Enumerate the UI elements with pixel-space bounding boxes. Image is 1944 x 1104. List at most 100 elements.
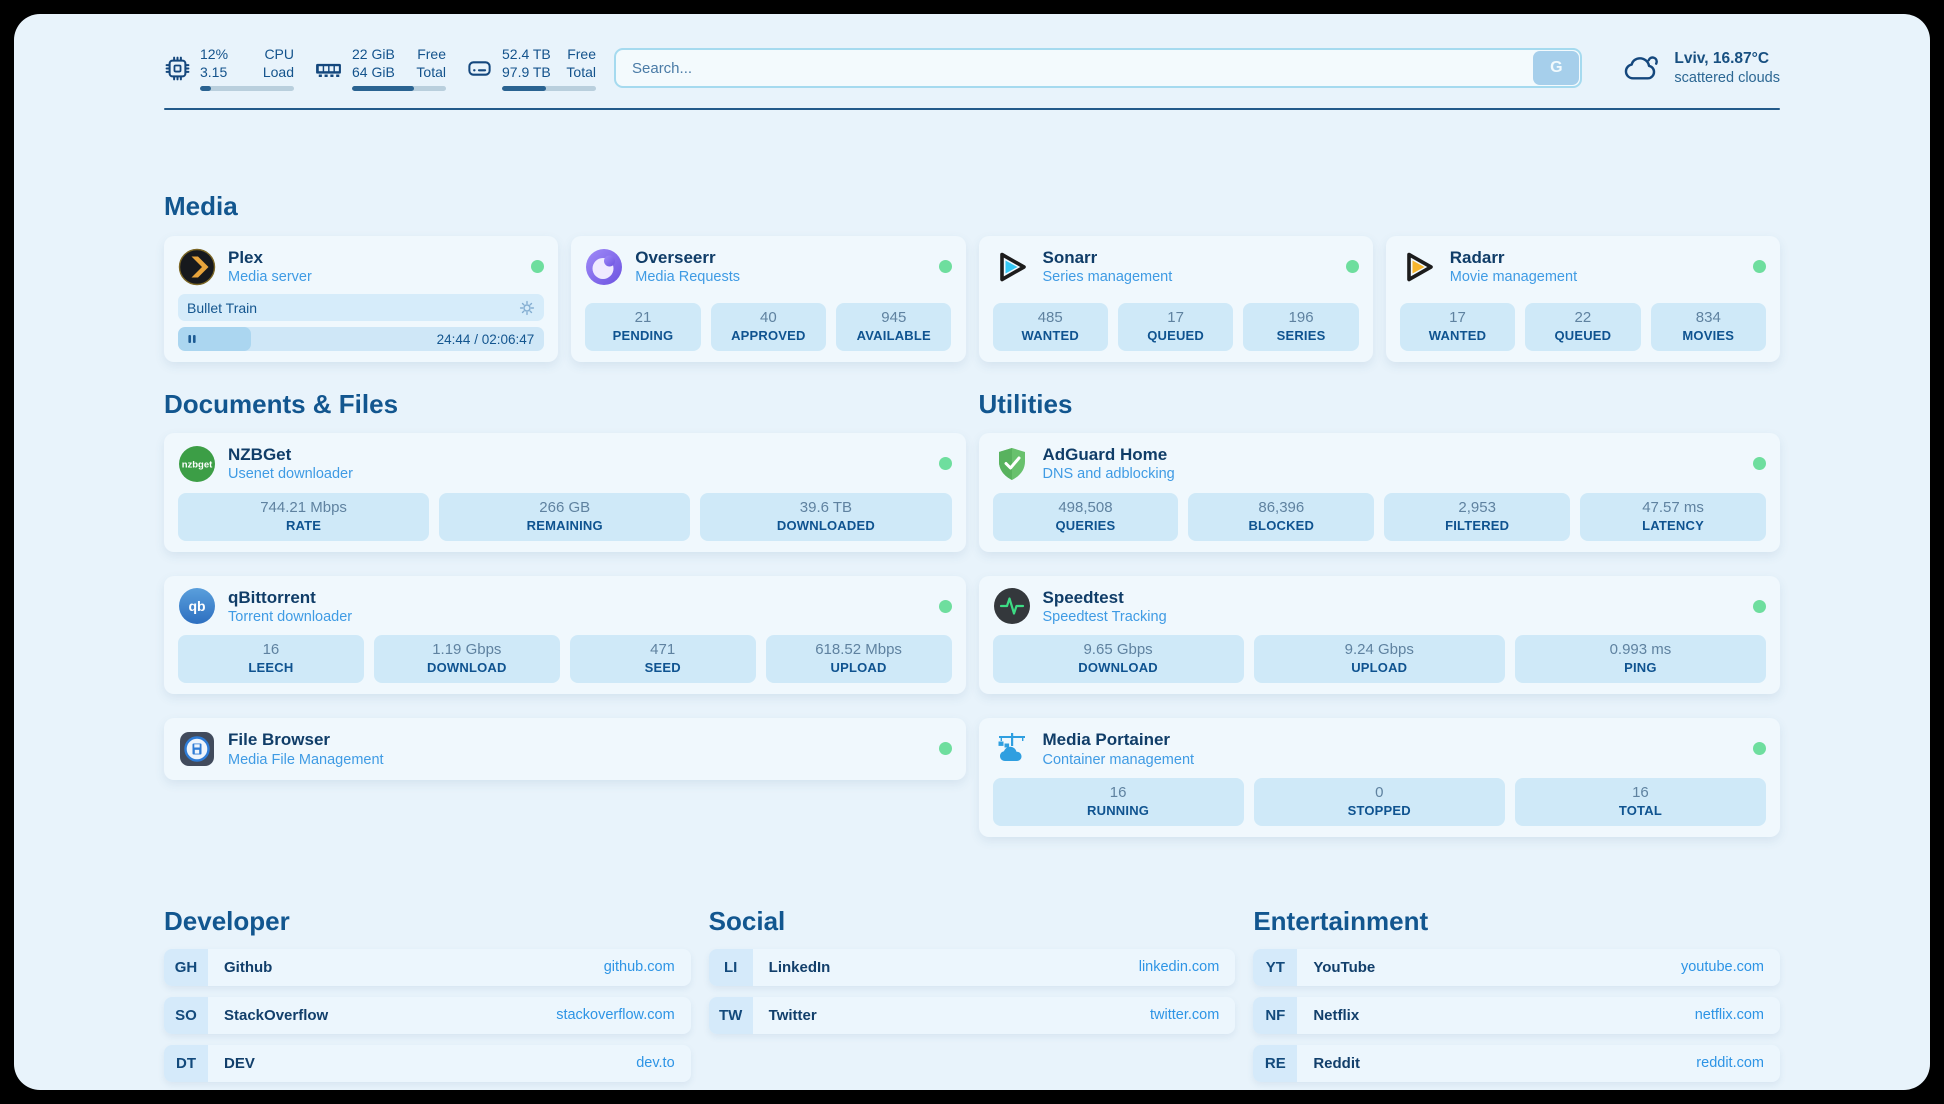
load-label: Load: [262, 64, 294, 80]
stat-wanted: 485 WANTED: [992, 303, 1108, 352]
status-dot: [1753, 742, 1766, 756]
stat-queries: 498,508 QUERIES: [992, 492, 1179, 541]
stat-approved: 40 APPROVED: [710, 303, 827, 352]
stat-rate: 744.21 Mbps RATE: [178, 492, 430, 541]
radarr-icon: [1406, 252, 1433, 281]
gear-icon[interactable]: [519, 300, 535, 316]
plex-icon: [178, 248, 216, 285]
svg-text:nzbget: nzbget: [182, 459, 213, 470]
weather-location-temp: Lviv, 16.87°C: [1674, 50, 1770, 67]
system-metrics: 12% 3.15 CPU Load: [164, 45, 596, 92]
bookmark-reddit[interactable]: RE Reddit reddit.com: [1253, 1044, 1780, 1082]
section-title-documents: Documents & Files: [164, 389, 399, 420]
app-title: AdGuard Home: [1042, 445, 1168, 465]
stat-upload: 618.52 Mbps UPLOAD: [765, 635, 952, 684]
utilities-column: Utilities AdGuard Home DNS and adblockin…: [978, 389, 1780, 837]
app-card-overseerr[interactable]: Overseerr Media Requests 21 PENDING 40 A…: [571, 235, 966, 363]
cpu-label: CPU: [264, 45, 294, 62]
app-card-radarr[interactable]: Radarr Movie management 17 WANTED 22 QUE…: [1385, 235, 1780, 363]
memory-metric: 22 GiB 64 GiB Free Total: [314, 45, 446, 92]
app-card-qbittorrent[interactable]: qb qBittorrent Torrent downloader 16 LEE…: [164, 575, 966, 695]
app-card-sonarr[interactable]: Sonarr Series management 485 WANTED 17 Q…: [978, 235, 1373, 363]
bookmark-linkedin[interactable]: LI LinkedIn linkedin.com: [708, 948, 1236, 986]
app-card-speedtest[interactable]: Speedtest Speedtest Tracking 9.65 Gbps D…: [978, 575, 1780, 695]
app-title: Radarr: [1449, 247, 1505, 267]
stat-ping: 0.993 ms PING: [1514, 635, 1766, 684]
nzbget-icon: nzbget: [179, 445, 215, 482]
bookmarks-entertainment: Entertainment YT YouTube youtube.com NF …: [1253, 905, 1780, 1082]
app-title: Speedtest: [1042, 587, 1124, 607]
pause-icon[interactable]: [186, 333, 198, 345]
search-input[interactable]: [614, 48, 1583, 88]
qbittorrent-icon: qb: [179, 588, 215, 625]
disk-total-value: 97.9 TB: [502, 64, 551, 80]
bookmarks-developer: Developer GH Github github.com SO StackO…: [164, 906, 691, 1082]
speedtest-icon: [993, 588, 1030, 625]
memory-free-label: Free: [417, 45, 446, 62]
playback-progress-row: 24:44 / 02:06:47: [178, 327, 545, 352]
app-title: Overseerr: [635, 247, 716, 267]
app-card-filebrowser[interactable]: File Browser Media File Management: [164, 718, 966, 780]
now-playing-title: Bullet Train: [187, 299, 258, 316]
stat-download: 1.19 Gbps DOWNLOAD: [373, 635, 560, 684]
cpu-progress-bar: [200, 86, 294, 92]
status-dot: [1753, 599, 1766, 613]
now-playing-row: Bullet Train: [178, 294, 545, 322]
memory-total-value: 64 GiB: [352, 64, 395, 80]
stat-latency: 47.57 ms LATENCY: [1580, 492, 1766, 541]
status-dot: [1753, 260, 1766, 274]
bookmark-netflix[interactable]: NF Netflix netflix.com: [1253, 996, 1780, 1034]
stat-seed: 471 SEED: [569, 635, 756, 684]
status-dot: [938, 742, 952, 756]
bookmark-youtube[interactable]: YT YouTube youtube.com: [1253, 948, 1780, 986]
bookmark-badge: NF: [1253, 996, 1298, 1034]
bookmark-badge: SO: [164, 996, 208, 1034]
stat-upload: 9.24 Gbps UPLOAD: [1253, 635, 1505, 684]
section-title-entertainment: Entertainment: [1253, 905, 1429, 936]
app-subtitle: DNS and adblocking: [1042, 466, 1175, 483]
stat-queued: 22 QUEUED: [1525, 303, 1641, 352]
stat-series: 196 SERIES: [1243, 303, 1359, 352]
status-dot: [938, 260, 952, 274]
stat-download: 9.65 Gbps DOWNLOAD: [992, 635, 1244, 684]
app-subtitle: Movie management: [1449, 269, 1578, 286]
status-dot: [938, 599, 952, 613]
app-subtitle: Torrent downloader: [228, 608, 353, 625]
cloud-icon: [1625, 56, 1659, 80]
bookmark-dev[interactable]: DT DEV dev.to: [164, 1044, 691, 1082]
app-subtitle: Usenet downloader: [228, 466, 353, 483]
bookmark-twitter[interactable]: TW Twitter twitter.com: [708, 996, 1236, 1034]
documents-column: Documents & Files nzbget NZBGet Usenet d…: [164, 389, 966, 780]
app-subtitle: Speedtest Tracking: [1042, 608, 1167, 625]
disk-metric: 52.4 TB 97.9 TB Free Total: [466, 45, 596, 92]
stat-remaining: 266 GB REMAINING: [439, 492, 691, 541]
section-title-social: Social: [708, 905, 786, 936]
section-title-utilities: Utilities: [978, 389, 1073, 420]
cpu-metric: 12% 3.15 CPU Load: [164, 45, 294, 92]
bookmark-badge: GH: [164, 948, 208, 986]
stat-wanted: 17 WANTED: [1399, 303, 1516, 352]
cpu-load-value: 3.15: [200, 64, 228, 80]
search-provider-button[interactable]: G: [1533, 51, 1580, 85]
sonarr-icon: [999, 252, 1026, 281]
bookmark-stackoverflow[interactable]: SO StackOverflow stackoverflow.com: [164, 996, 691, 1034]
stat-running: 16 RUNNING: [992, 777, 1244, 826]
app-card-nzbget[interactable]: nzbget NZBGet Usenet downloader 744.21 M…: [164, 433, 966, 552]
weather-widget: Lviv, 16.87°C scattered clouds: [1622, 50, 1780, 86]
stat-movies: 834 MOVIES: [1650, 303, 1766, 352]
status-dot: [1753, 457, 1766, 471]
app-card-adguard[interactable]: AdGuard Home DNS and adblocking 498,508 …: [978, 433, 1780, 552]
app-subtitle: Media server: [228, 269, 312, 286]
stat-available: 945 AVAILABLE: [836, 303, 952, 352]
media-card-grid: Plex Media server Bullet Train: [164, 235, 1780, 363]
bookmark-badge: RE: [1253, 1044, 1298, 1082]
bookmark-badge: DT: [164, 1044, 208, 1082]
bookmark-github[interactable]: GH Github github.com: [164, 948, 691, 986]
stat-blocked: 86,396 BLOCKED: [1188, 492, 1375, 541]
portainer-icon: [998, 732, 1025, 761]
app-card-plex[interactable]: Plex Media server Bullet Train: [164, 235, 559, 363]
app-card-portainer[interactable]: Media Portainer Container management 16 …: [978, 718, 1780, 837]
app-subtitle: Series management: [1042, 269, 1173, 286]
overseerr-icon: [586, 248, 623, 285]
stat-total: 16 TOTAL: [1514, 777, 1766, 826]
